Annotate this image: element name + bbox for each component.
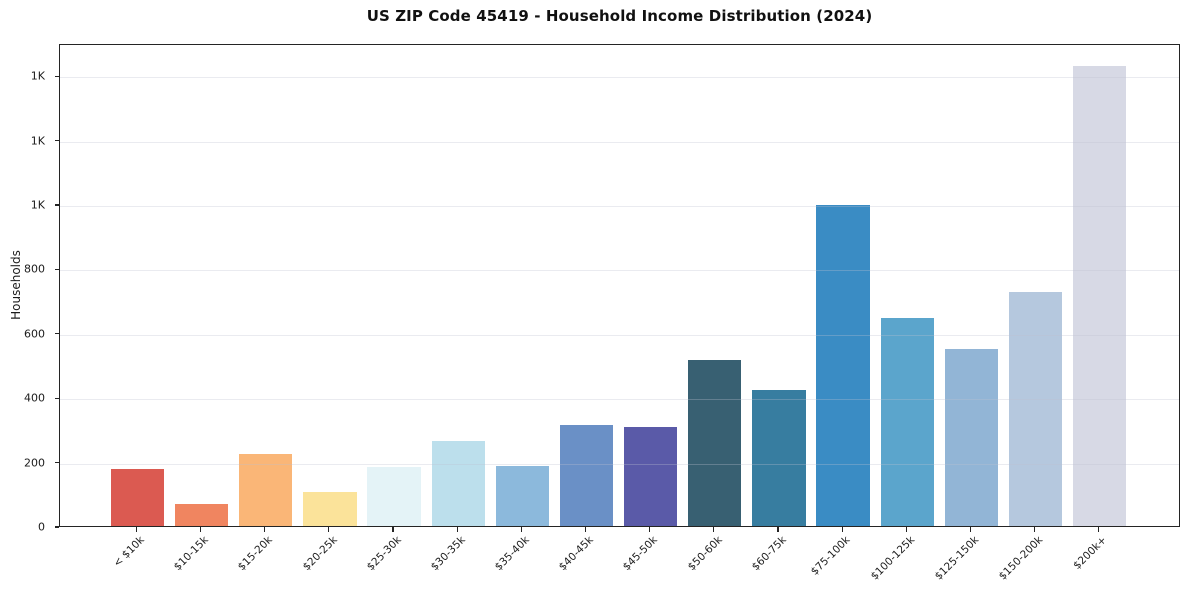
x-tick-label: $35-40k <box>492 534 532 574</box>
x-tick-mark <box>392 527 394 532</box>
x-tick-label: $125-150k <box>932 534 981 583</box>
y-tick-label: 1K <box>30 69 45 83</box>
x-tick-mark <box>777 527 779 532</box>
bar-12 <box>880 318 934 526</box>
y-tick-label: 600 <box>24 327 45 341</box>
bar-5 <box>431 441 485 526</box>
bar-7 <box>559 425 614 526</box>
bar-10 <box>752 390 806 526</box>
x-tick-label: $30-35k <box>428 534 468 574</box>
y-tick-label: 200 <box>24 456 45 470</box>
y-tick-mark <box>54 462 59 464</box>
x-tick-mark <box>1098 527 1100 532</box>
y-tick-mark <box>54 397 59 399</box>
x-tick-label: $200k+ <box>1071 534 1110 572</box>
x-tick-mark <box>713 527 715 532</box>
bar-14 <box>1008 291 1063 526</box>
x-tick-label: $150-200k <box>996 534 1046 583</box>
x-tick-label: $100-125k <box>868 534 917 583</box>
x-tick-mark <box>649 527 651 532</box>
gridline-600 <box>60 334 1179 336</box>
y-tick-mark <box>54 204 59 206</box>
y-tick-label: 1K <box>30 134 45 148</box>
gridline-1200 <box>60 141 1179 143</box>
chart-title: US ZIP Code 45419 - Household Income Dis… <box>366 7 873 25</box>
y-tick-mark <box>54 75 59 77</box>
bar-0 <box>110 469 165 526</box>
x-tick-label: < $10k <box>111 534 147 570</box>
x-tick-mark <box>520 527 522 532</box>
y-tick-label: 1K <box>30 198 45 212</box>
bar-2 <box>239 453 293 526</box>
x-tick-label: $45-50k <box>621 534 661 574</box>
x-tick-mark <box>584 527 587 532</box>
y-axis-label: Households <box>9 250 23 320</box>
y-tick-label: 400 <box>24 391 45 405</box>
gridline-1000 <box>60 206 1179 207</box>
x-tick-label: $15-20k <box>236 534 276 574</box>
bar-1 <box>174 504 229 526</box>
x-tick-mark <box>841 527 843 532</box>
x-tick-mark <box>200 527 202 532</box>
y-tick-mark <box>54 526 59 528</box>
x-tick-label: $40-45k <box>556 534 596 574</box>
bar-3 <box>303 492 357 526</box>
gridline-200 <box>60 463 1179 465</box>
x-tick-label: $20-25k <box>300 534 340 574</box>
x-tick-mark <box>328 527 330 532</box>
x-tick-mark <box>456 527 458 532</box>
x-tick-label: $60-75k <box>749 534 789 574</box>
y-tick-mark <box>54 268 59 270</box>
y-tick-mark <box>54 140 59 142</box>
x-tick-label: $10-15k <box>172 534 212 574</box>
gridline-800 <box>60 270 1179 272</box>
x-tick-label: $75-100k <box>808 534 853 578</box>
bar-4 <box>367 467 421 526</box>
gridline-400 <box>60 399 1179 401</box>
y-tick-label: 800 <box>24 262 45 276</box>
y-tick-mark <box>54 333 59 335</box>
x-tick-mark <box>1033 527 1036 532</box>
x-tick-label: $50-60k <box>685 534 725 574</box>
bar-6 <box>495 466 549 526</box>
bar-13 <box>944 348 998 526</box>
bar-9 <box>688 359 742 526</box>
y-tick-label: 0 <box>38 520 45 534</box>
x-tick-mark <box>264 527 266 532</box>
x-tick-label: $25-30k <box>364 534 404 574</box>
bar-11 <box>816 205 870 526</box>
gridline-1400 <box>60 77 1179 79</box>
x-tick-mark <box>905 527 907 532</box>
x-tick-mark <box>135 527 138 532</box>
bar-8 <box>624 426 678 526</box>
bar-15 <box>1073 65 1127 526</box>
plot-area <box>59 44 1180 527</box>
x-tick-mark <box>969 527 971 532</box>
